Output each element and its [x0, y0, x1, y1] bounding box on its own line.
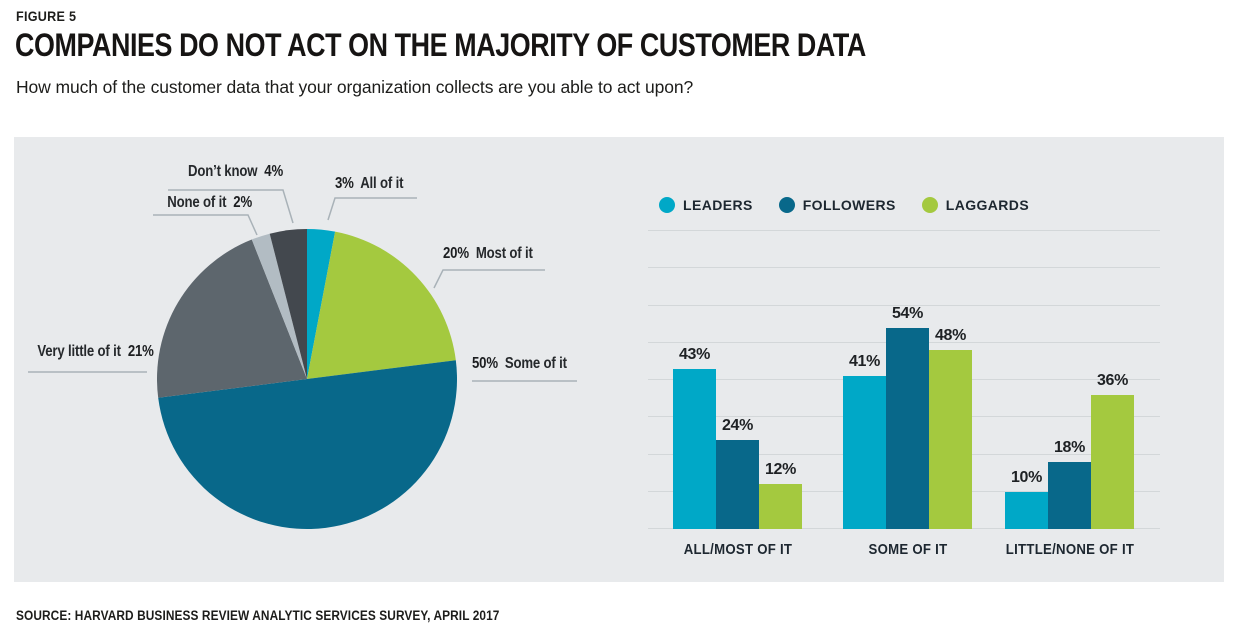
pie-label-text: Some of it — [504, 355, 567, 372]
pie-label-pct: 2% — [233, 194, 252, 211]
pie-label-pct: 50% — [472, 355, 498, 372]
pie-slice-some-of-it — [158, 360, 458, 529]
gridline — [648, 230, 1160, 231]
legend-dot-icon — [921, 197, 938, 213]
bar-followers-3 — [1048, 461, 1091, 529]
pie-label-pct: 3% — [335, 175, 354, 192]
figure-number: FIGURE 5 — [16, 8, 77, 24]
bar-leaders-3 — [1005, 491, 1048, 529]
category-label-1: ALL/MOST OF IT — [683, 541, 792, 558]
bar-value-label: 18% — [1053, 438, 1086, 456]
bar-chart-legend: LEADERS FOLLOWERS LAGGARDS — [659, 197, 1029, 213]
pie-label-text: Very little of it — [37, 343, 121, 360]
bar-leaders-2 — [843, 376, 886, 529]
pie-leader-line — [168, 189, 294, 224]
gridline — [648, 304, 1160, 306]
bar-chart: 43% 24% 12% ALL/MOST OF IT 41% 54% 48% SOME OF … — [648, 230, 1160, 558]
figure-subtitle: How much of the customer data that your … — [16, 77, 694, 97]
pie-label-all-of-it: 3% All of it — [335, 175, 403, 193]
pie-leader-line — [327, 197, 417, 221]
source-line: SOURCE: HARVARD BUSINESS REVIEW ANALYTIC… — [16, 608, 500, 623]
bar-value-label: 41% — [848, 353, 881, 371]
pie-label-text: Most of it — [475, 245, 533, 262]
pie-label-text: None of it — [167, 194, 227, 211]
pie-slice-very-little-of-it — [157, 239, 307, 398]
legend-item-leaders: LEADERS — [659, 197, 753, 213]
bar-value-label: 36% — [1096, 371, 1129, 389]
pie-label-none-of-it: None of it 2% — [167, 194, 252, 212]
legend-dot-icon — [659, 197, 675, 213]
pie-chart — [28, 189, 577, 529]
legend-item-followers: FOLLOWERS — [778, 197, 896, 213]
pie-label-dont-know: Don’t know 4% — [185, 163, 283, 181]
bar-followers-1 — [716, 439, 759, 529]
bar-leaders-1 — [673, 368, 716, 529]
pie-label-pct: 21% — [127, 343, 154, 360]
pie-label-some-of-it: 50% Some of it — [472, 355, 567, 373]
bar-value-label: 48% — [934, 327, 967, 345]
bar-value-label: 24% — [721, 416, 754, 434]
legend-label: LEADERS — [683, 197, 753, 213]
pie-leader-line — [153, 214, 258, 236]
bar-laggards-2 — [929, 350, 972, 529]
legend-label: LAGGARDS — [945, 197, 1030, 213]
pie-label-pct: 4% — [264, 163, 283, 180]
bar-laggards-1 — [759, 484, 802, 529]
pie-slice-all-of-it — [307, 229, 336, 379]
gridline — [648, 267, 1160, 269]
pie-slice-none-of-it — [251, 233, 307, 379]
pie-label-pct: 20% — [443, 245, 469, 262]
chart-panel: Don’t know 4% None of it 2% 3% All of it… — [14, 137, 1224, 582]
legend-dot-icon — [778, 197, 795, 213]
legend-item-laggards: LAGGARDS — [921, 197, 1030, 213]
pie-label-text: All of it — [360, 175, 404, 192]
category-label-3: LITTLE/NONE OF IT — [1005, 541, 1134, 558]
pie-slice-most-of-it — [307, 231, 456, 379]
figure-title: COMPANIES DO NOT ACT ON THE MAJORITY OF … — [15, 27, 866, 63]
pie-label-most-of-it: 20% Most of it — [443, 245, 533, 263]
pie-slice-don-t-know — [269, 229, 307, 379]
bar-value-label: 54% — [891, 304, 924, 322]
pie-label-text: Don’t know — [187, 163, 258, 180]
legend-label: FOLLOWERS — [802, 197, 896, 213]
category-label-2: SOME OF IT — [868, 541, 947, 558]
bar-value-label: 43% — [678, 345, 711, 363]
bar-followers-2 — [886, 327, 929, 529]
bar-value-label: 10% — [1010, 468, 1043, 486]
bar-laggards-3 — [1091, 394, 1134, 529]
bar-value-label: 12% — [764, 461, 797, 479]
pie-label-very-little: Very little of it 21% — [37, 343, 154, 361]
pie-leader-line — [433, 269, 545, 289]
